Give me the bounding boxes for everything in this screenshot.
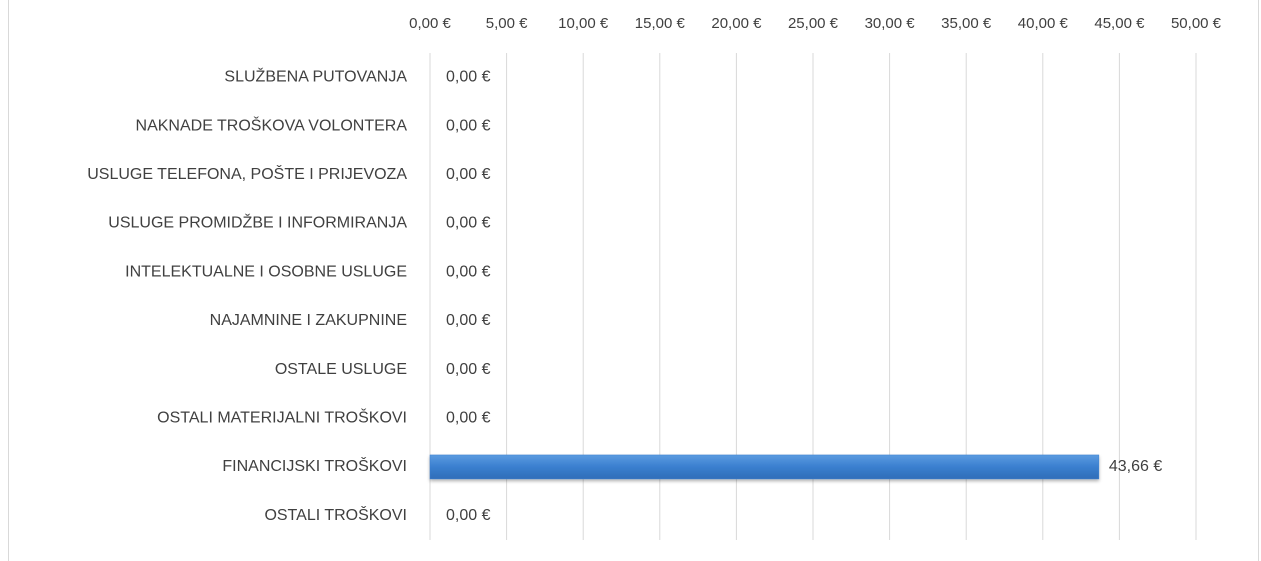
value-label: 0,00 € [446, 69, 491, 86]
x-tick-label: 15,00 € [635, 15, 686, 32]
x-tick-label: 20,00 € [711, 15, 762, 32]
category-label: USLUGE TELEFONA, POŠTE I PRIJEVOZA [87, 164, 407, 183]
category-label: OSTALI TROŠKOVI [264, 505, 407, 524]
x-tick-label: 30,00 € [865, 15, 916, 32]
category-label: INTELEKTUALNE I OSOBNE USLUGE [125, 263, 407, 280]
x-tick-label: 50,00 € [1171, 15, 1222, 32]
value-label: 0,00 € [446, 409, 491, 426]
x-tick-label: 5,00 € [486, 15, 528, 32]
value-label: 0,00 € [446, 312, 491, 329]
value-label: 0,00 € [446, 361, 491, 378]
x-tick-label: 25,00 € [788, 15, 839, 32]
value-label: 0,00 € [446, 166, 491, 183]
bar [429, 454, 1100, 480]
value-label: 0,00 € [446, 215, 491, 232]
value-label: 0,00 € [446, 117, 491, 134]
category-label: OSTALI MATERIJALNI TROŠKOVI [157, 407, 407, 426]
x-tick-label: 40,00 € [1018, 15, 1069, 32]
x-tick-label: 10,00 € [558, 15, 609, 32]
x-tick-label: 0,00 € [409, 15, 451, 32]
category-label: SLUŽBENA PUTOVANJA [224, 67, 407, 86]
value-label: 0,00 € [446, 507, 491, 524]
category-label: NAKNADE TROŠKOVA VOLONTERA [136, 115, 408, 134]
category-label: FINANCIJSKI TROŠKOVI [222, 456, 407, 475]
value-label: 0,00 € [446, 263, 491, 280]
category-label: OSTALE USLUGE [275, 361, 407, 378]
x-tick-label: 45,00 € [1094, 15, 1145, 32]
x-tick-label: 35,00 € [941, 15, 992, 32]
category-label: NAJAMNINE I ZAKUPNINE [210, 312, 407, 329]
category-label: USLUGE PROMIDŽBE I INFORMIRANJA [108, 213, 407, 232]
value-label: 43,66 € [1109, 458, 1162, 475]
